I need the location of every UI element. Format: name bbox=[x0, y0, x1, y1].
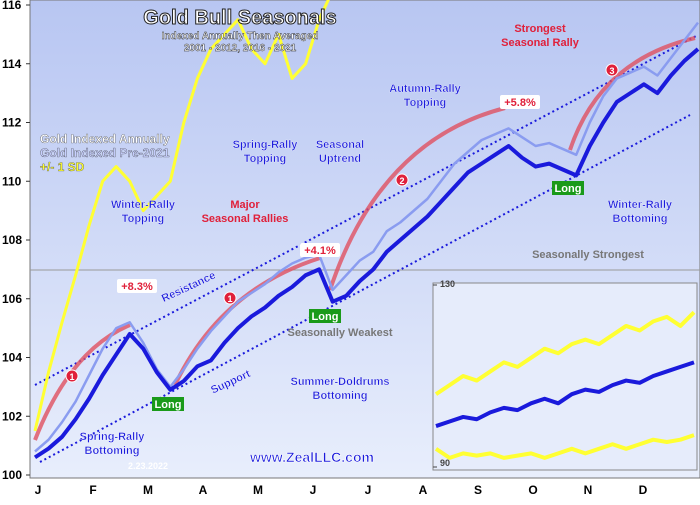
x-tick-label: D bbox=[639, 483, 648, 497]
x-tick-label: J bbox=[35, 483, 42, 497]
series-line bbox=[33, 47, 700, 460]
lines bbox=[33, 0, 700, 460]
y-tick-label: 116 bbox=[2, 0, 22, 12]
annotation: Seasonal bbox=[316, 139, 364, 151]
annotation: Strongest bbox=[514, 23, 566, 35]
annotation: Seasonal Rally bbox=[501, 37, 580, 49]
annotation: Winter-Rally bbox=[111, 199, 176, 211]
marker-circle bbox=[395, 173, 409, 187]
annotation: +4.1% bbox=[304, 245, 336, 257]
annotation: 1 bbox=[227, 294, 232, 304]
annotation: Bottoming bbox=[313, 390, 368, 402]
inset-tick-label: 130 bbox=[440, 279, 455, 289]
annotation: Topping bbox=[244, 153, 287, 165]
annotation: Summer-Doldrums bbox=[290, 376, 389, 388]
annotation: +8.3% bbox=[121, 281, 153, 293]
x-tick-label: J bbox=[310, 483, 317, 497]
subtitle: 2001 - 2012, 2016 - 2021 bbox=[184, 43, 297, 54]
annotation: Bottoming bbox=[613, 213, 668, 225]
marker-circle bbox=[65, 369, 79, 383]
annotation: Long bbox=[312, 311, 339, 323]
subtitle: Indexed Annually Then Averaged bbox=[162, 31, 319, 42]
annotation: Spring-Rally bbox=[80, 431, 146, 443]
x-tick-label: N bbox=[584, 483, 593, 497]
label-box bbox=[300, 243, 340, 257]
annotation: +5.8% bbox=[504, 97, 536, 109]
y-tick-label: 106 bbox=[2, 292, 22, 306]
annotation: Long bbox=[555, 183, 582, 195]
legend-entry: Gold Indexed Annually bbox=[40, 132, 170, 146]
annotation: 3 bbox=[609, 66, 614, 76]
y-tick-label: 104 bbox=[2, 351, 22, 365]
marker-circle bbox=[605, 63, 619, 77]
y-tick-label: 110 bbox=[2, 174, 22, 188]
x-tick-label: A bbox=[199, 483, 208, 497]
label-box bbox=[152, 397, 184, 411]
chart-title: Gold Bull Seasonals bbox=[143, 7, 336, 29]
series-line bbox=[33, 0, 330, 432]
y-tick-label: 108 bbox=[2, 233, 22, 247]
rally-arc bbox=[33, 323, 131, 441]
series-line bbox=[434, 310, 696, 396]
inset-tick-label: 90 bbox=[440, 458, 450, 468]
series-line bbox=[434, 433, 695, 460]
annotation: Seasonally Weakest bbox=[288, 327, 393, 339]
annotation: Uptrend bbox=[319, 153, 361, 165]
rally-arc bbox=[328, 106, 506, 291]
annotation: Major bbox=[230, 199, 260, 211]
legend-entry: +/- 1 SD bbox=[40, 160, 85, 174]
x-tick-label: F bbox=[89, 483, 96, 497]
annotation: Topping bbox=[122, 213, 165, 225]
y-tick-label: 112 bbox=[2, 116, 22, 130]
annotation: Long bbox=[155, 399, 182, 411]
annotation: Winter-Rally bbox=[608, 199, 673, 211]
y-tick-label: 114 bbox=[2, 57, 22, 71]
annotation: Spring-Rally bbox=[233, 139, 299, 151]
label-box bbox=[552, 181, 584, 195]
y-tick-label: 102 bbox=[2, 409, 22, 423]
annotation: Bottoming bbox=[85, 445, 140, 457]
annotation: Seasonal Rallies bbox=[202, 213, 289, 225]
x-tick-label: M bbox=[253, 483, 263, 497]
annotation: 1 bbox=[69, 372, 74, 382]
y-tick-label: 100 bbox=[2, 468, 22, 482]
x-tick-label: O bbox=[528, 483, 537, 497]
legend-entry: Gold Indexed Pre-2021 bbox=[40, 146, 170, 160]
inset bbox=[434, 310, 696, 460]
annotation: Autumn-Rally bbox=[389, 83, 461, 95]
annotation: Seasonally Strongest bbox=[532, 249, 644, 261]
annotation: 2.23.2022 bbox=[128, 461, 168, 471]
marker-circle bbox=[223, 291, 237, 305]
label-box bbox=[500, 95, 540, 109]
x-tick-label: A bbox=[419, 483, 428, 497]
x-tick-label: J bbox=[365, 483, 372, 497]
series-line bbox=[34, 21, 699, 453]
annotation: 2 bbox=[399, 176, 404, 186]
label-box bbox=[309, 309, 341, 323]
annotation: www.ZealLLC.com bbox=[249, 449, 374, 465]
series-line bbox=[435, 360, 695, 428]
x-tick-label: S bbox=[474, 483, 482, 497]
label-box bbox=[117, 279, 157, 293]
rally-arc bbox=[568, 36, 696, 151]
x-tick-label: M bbox=[143, 483, 153, 497]
annotation: Topping bbox=[404, 97, 447, 109]
